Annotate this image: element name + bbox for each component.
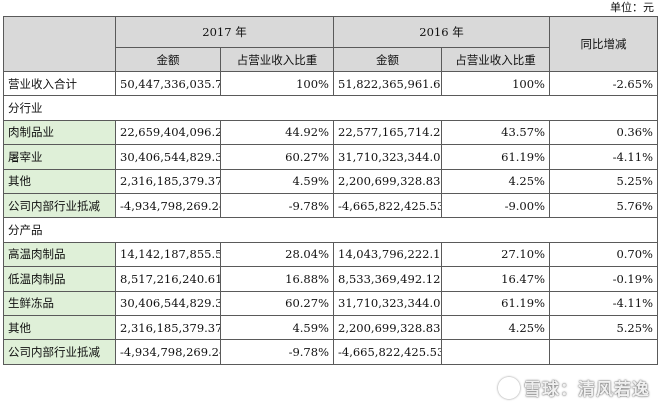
yoy-change: 5.25% xyxy=(549,168,658,194)
amount-2017: 8,517,216,240.61 xyxy=(115,266,221,292)
table-row: 高温肉制品 14,142,187,855.59 28.04% 14,043,79… xyxy=(3,241,658,268)
row-label: 生鲜冻品 xyxy=(3,290,116,316)
yoy-change xyxy=(549,339,658,365)
share-2017: 60.27% xyxy=(220,290,334,316)
yoy-change: -4.11% xyxy=(549,144,658,170)
amount-2017: 30,406,544,829.38 xyxy=(115,290,221,316)
amount-2017: 2,316,185,379.37 xyxy=(115,314,221,341)
yoy-change: 0.36% xyxy=(549,119,658,146)
revenue-table: 2017 年 2016 年 同比增减 金额 占营业收入比重 金额 占营业收入比重… xyxy=(3,16,658,365)
header-amount-2017: 金额 xyxy=(115,47,221,72)
row-label: 其他 xyxy=(3,314,116,341)
share-2016: -9.00% xyxy=(441,192,550,219)
amount-2017: 22,659,404,096.20 xyxy=(115,119,221,146)
row-label: 肉制品业 xyxy=(3,119,116,146)
share-2016: 27.10% xyxy=(441,241,550,268)
amount-2017: 50,447,336,035.71 xyxy=(115,70,221,97)
yoy-change: -2.65% xyxy=(549,70,658,97)
section-label-product: 分产品 xyxy=(3,217,658,243)
amount-2016: 31,710,323,344.07 xyxy=(333,144,442,170)
amount-2016: 8,533,369,492.12 xyxy=(333,266,442,292)
share-2016: 4.25% xyxy=(441,314,550,341)
share-2016: 4.25% xyxy=(441,168,550,194)
share-2016: 61.19% xyxy=(441,144,550,170)
section-row-product: 分产品 xyxy=(3,217,658,243)
share-2017: 60.27% xyxy=(220,144,334,170)
amount-2016: 31,710,323,344.07 xyxy=(333,290,442,316)
header-row-fields: 金额 占营业收入比重 金额 占营业收入比重 xyxy=(4,47,658,72)
header-share-2017: 占营业收入比重 xyxy=(220,47,334,72)
row-label: 屠宰业 xyxy=(3,144,116,170)
amount-2016: 14,043,796,222.17 xyxy=(333,241,442,268)
header-blank-cell xyxy=(3,16,116,72)
amount-2017: 2,316,185,379.37 xyxy=(115,168,221,194)
share-2017: 44.92% xyxy=(220,119,334,146)
yoy-change: 5.25% xyxy=(549,314,658,341)
total-row: 营业收入合计 50,447,336,035.71 100% 51,822,365… xyxy=(3,70,658,97)
amount-2017: 14,142,187,855.59 xyxy=(115,241,221,268)
row-label: 公司内部行业抵减 xyxy=(3,339,116,365)
amount-2016: 2,200,699,328.83 xyxy=(333,314,442,341)
share-2017: 4.59% xyxy=(220,168,334,194)
section-label-industry: 分行业 xyxy=(3,95,658,121)
amount-2016: -4,665,822,425.53 xyxy=(333,339,442,365)
amount-2017: -4,934,798,269.24 xyxy=(115,339,221,365)
section-row-industry: 分行业 xyxy=(3,95,658,121)
share-2016: 43.57% xyxy=(441,119,550,146)
row-label: 营业收入合计 xyxy=(3,70,116,97)
yoy-change: -4.11% xyxy=(549,290,658,316)
share-2017: -9.78% xyxy=(220,192,334,219)
table-row: 其他 2,316,185,379.37 4.59% 2,200,699,328.… xyxy=(3,314,658,341)
share-2016 xyxy=(441,339,550,365)
amount-2016: 22,577,165,714.29 xyxy=(333,119,442,146)
table-row: 公司内部行业抵减 -4,934,798,269.24 -9.78% -4,665… xyxy=(3,339,658,365)
row-label: 低温肉制品 xyxy=(3,266,116,292)
yoy-change: 5.76% xyxy=(549,192,658,219)
amount-2017: 30,406,544,829.38 xyxy=(115,144,221,170)
snowball-logo-icon xyxy=(498,377,520,399)
table-row: 肉制品业 22,659,404,096.20 44.92% 22,577,165… xyxy=(3,119,658,146)
unit-label: 单位：元 xyxy=(610,1,654,14)
yoy-change: -0.19% xyxy=(549,266,658,292)
share-2016: 61.19% xyxy=(441,290,550,316)
row-label: 公司内部行业抵减 xyxy=(3,192,116,219)
amount-2017: -4,934,798,269.24 xyxy=(115,192,221,219)
share-2017: 100% xyxy=(220,70,334,97)
table-row: 其他 2,316,185,379.37 4.59% 2,200,699,328.… xyxy=(3,168,658,194)
table-row: 屠宰业 30,406,544,829.38 60.27% 31,710,323,… xyxy=(3,144,658,170)
share-2017: 4.59% xyxy=(220,314,334,341)
watermark: 雪球：清风若逸 xyxy=(498,375,650,400)
header-year-2016: 2016 年 xyxy=(333,16,550,48)
header-year-2017: 2017 年 xyxy=(115,16,334,48)
header-share-2016: 占营业收入比重 xyxy=(441,47,550,72)
yoy-change: 0.70% xyxy=(549,241,658,268)
table-row: 低温肉制品 8,517,216,240.61 16.88% 8,533,369,… xyxy=(3,266,658,292)
share-2017: 28.04% xyxy=(220,241,334,268)
table-row: 公司内部行业抵减 -4,934,798,269.24 -9.78% -4,665… xyxy=(3,192,658,219)
header-amount-2016: 金额 xyxy=(333,47,442,72)
header-row-years: 2017 年 2016 年 同比增减 xyxy=(3,16,658,72)
share-2017: 16.88% xyxy=(220,266,334,292)
row-label: 其他 xyxy=(3,168,116,194)
header-yoy: 同比增减 xyxy=(549,16,658,72)
amount-2016: 51,822,365,961.66 xyxy=(333,70,442,97)
share-2016: 100% xyxy=(441,70,550,97)
table-row: 生鲜冻品 30,406,544,829.38 60.27% 31,710,323… xyxy=(3,290,658,316)
watermark-text: 雪球：清风若逸 xyxy=(524,380,650,400)
amount-2016: 2,200,699,328.83 xyxy=(333,168,442,194)
row-label: 高温肉制品 xyxy=(3,241,116,268)
amount-2016: -4,665,822,425.53 xyxy=(333,192,442,219)
share-2016: 16.47% xyxy=(441,266,550,292)
share-2017: -9.78% xyxy=(220,339,334,365)
